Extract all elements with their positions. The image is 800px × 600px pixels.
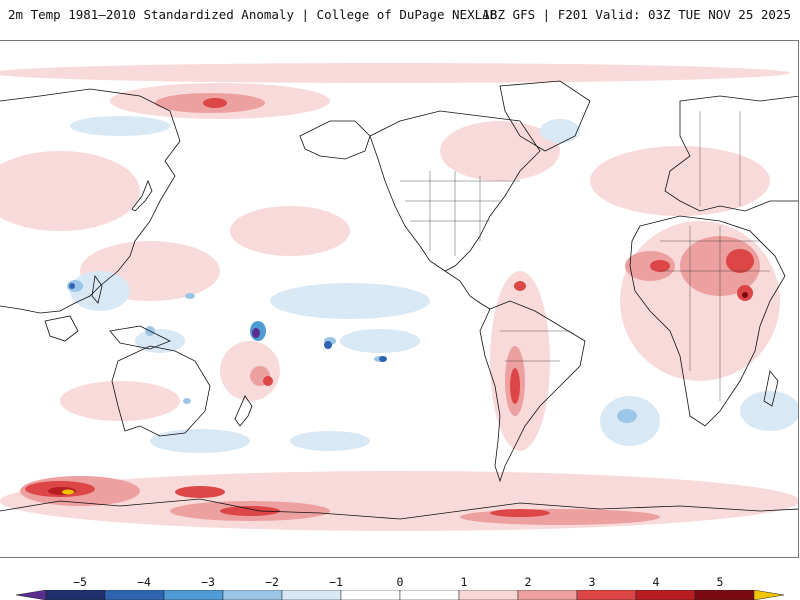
central-america-coast (444, 270, 491, 310)
australia-coast (111, 345, 211, 437)
colorbar-tick-label: 5 (716, 575, 724, 589)
colorbar-swatch (517, 590, 578, 600)
colorbar-swatch (399, 590, 460, 600)
new-zealand-coast (234, 395, 253, 427)
colorbar-swatch (281, 590, 342, 600)
colorbar-max-extend (753, 590, 785, 600)
africa-coast (629, 215, 786, 427)
colorbar-legend: −5 −4 −3 −2 −1 0 1 2 3 4 5 (0, 566, 800, 600)
borneo-coast (44, 315, 79, 342)
colorbar-swatch (576, 590, 637, 600)
alaska-coast (299, 120, 371, 160)
political-borders (400, 111, 770, 401)
colorbar-swatch (458, 590, 519, 600)
colorbar-tick-label: −5 (73, 575, 87, 589)
colorbar-tick-label: 4 (652, 575, 660, 589)
anomaly-map[interactable] (0, 40, 799, 558)
colorbar-tick-label: 1 (460, 575, 468, 589)
colorbar-swatch (163, 590, 224, 600)
colorbar-tick-label: −3 (201, 575, 215, 589)
colorbar-swatch (694, 590, 755, 600)
madagascar-coast (763, 370, 779, 407)
map-title: 2m Temp 1981–2010 Standardized Anomaly |… (8, 7, 498, 22)
europe-coast (664, 95, 798, 212)
colorbar-swatch (340, 590, 401, 600)
colorbar-swatch (222, 590, 283, 600)
north-america-coast (369, 110, 541, 272)
extreme-positive-areas (48, 292, 748, 495)
negative-anomaly-areas (70, 116, 798, 453)
asia-coast (0, 88, 181, 314)
colorbar-tick-label: −4 (137, 575, 151, 589)
colorbar-swatch (104, 590, 165, 600)
colorbar-min-extend (15, 590, 47, 600)
greenland-coast (499, 80, 591, 152)
philippines-coast (91, 274, 103, 304)
coastlines (0, 80, 798, 520)
south-america-coast (479, 300, 586, 483)
colorbar-tick-label: −2 (265, 575, 279, 589)
colorbar-swatch (45, 590, 106, 600)
map-canvas (0, 63, 798, 531)
colorbar-tick-label: 2 (524, 575, 532, 589)
colorbar-strip (15, 590, 785, 600)
new-guinea-coast (109, 325, 171, 350)
colorbar-tick-label: 0 (396, 575, 404, 589)
colorbar-tick-label: 3 (588, 575, 596, 589)
model-run-info: 18Z GFS | F201 Valid: 03Z TUE NOV 25 202… (482, 7, 791, 22)
moderate-negative-areas (67, 280, 637, 423)
antarctica-coast (0, 498, 798, 520)
header: 2m Temp 1981–2010 Standardized Anomaly |… (0, 0, 800, 32)
strong-negative-areas (69, 283, 387, 362)
colorbar-tick-label: −1 (329, 575, 343, 589)
colorbar-swatch (635, 590, 696, 600)
japan-coast (131, 179, 153, 212)
